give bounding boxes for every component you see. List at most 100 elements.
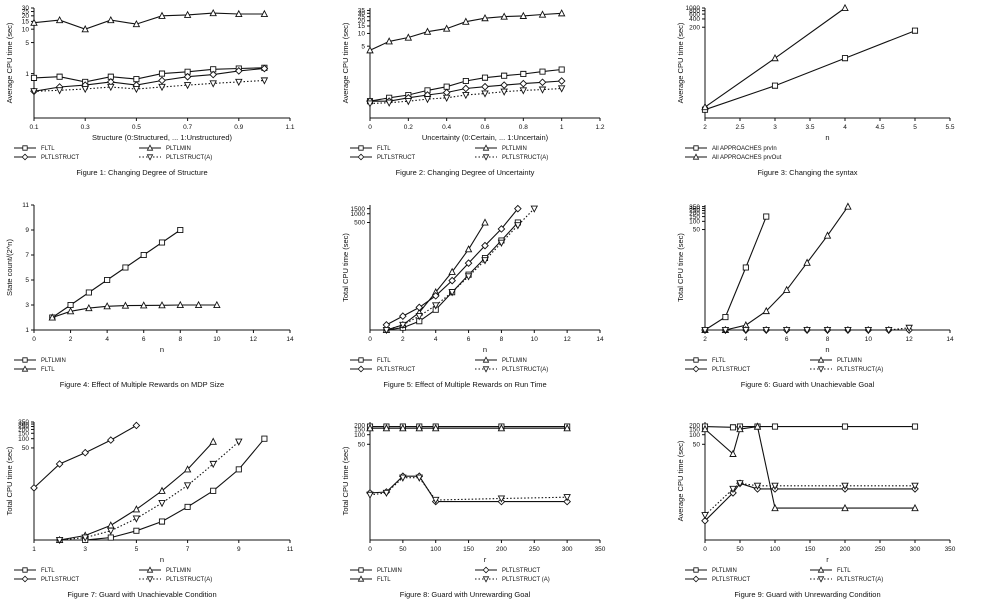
series-pltlstruct-a- (30, 77, 269, 96)
series-line (33, 67, 265, 83)
axis-lines (704, 205, 950, 331)
data-point (107, 521, 115, 529)
data-point (538, 10, 547, 18)
series-fltl (701, 422, 919, 512)
series-pltlmin (382, 218, 489, 334)
y-axis-label: Average CPU time (sec) (676, 22, 685, 103)
series-pltlmin (30, 8, 269, 33)
series-line (33, 425, 137, 489)
series-line (369, 477, 568, 501)
series-pltlmin (55, 437, 217, 544)
data-point (210, 66, 217, 73)
legend-label: PLTLSTRUCT(A) (837, 367, 883, 373)
data-point (158, 301, 166, 309)
data-point (563, 497, 571, 506)
series-pltlmin (701, 202, 852, 334)
data-point (260, 64, 269, 73)
data-point (209, 8, 217, 17)
x-tick-label: 1 (32, 546, 36, 553)
axis-lines (704, 8, 950, 119)
y-axis-label: Average CPU time (sec) (341, 22, 350, 103)
figure-caption: Figure 8: Guard with Unrewarding Goal (400, 590, 531, 599)
legend-label: PLTLMIN (377, 568, 402, 574)
legend-label: PLTLSTRUCT(A) (166, 155, 212, 161)
x-tick-label: 8 (826, 336, 830, 343)
x-tick-label: 4 (105, 336, 109, 343)
legend-marker (482, 144, 490, 151)
legend-marker (22, 357, 28, 363)
legend-label: FLTL (377, 358, 391, 364)
legend-label: All APPROACHES prvOut (712, 155, 782, 161)
data-point (885, 326, 893, 335)
x-axis-label: n (483, 345, 487, 354)
x-tick-label: 4.5 (875, 124, 884, 131)
x-tick-label: 6 (142, 336, 146, 343)
legend-label: PLTLMIN (502, 358, 527, 364)
data-point (771, 503, 779, 512)
series-line (386, 208, 519, 326)
data-point (519, 79, 528, 88)
data-point (107, 15, 115, 24)
x-tick-label: 2 (703, 336, 707, 343)
y-tick-label: 7 (25, 252, 29, 259)
data-point (771, 482, 779, 490)
x-tick-label: 10 (865, 336, 873, 343)
x-tick-label: 0.6 (480, 124, 489, 131)
data-point (132, 19, 141, 28)
y-tick-label: 600 (689, 11, 700, 18)
figure-caption: Figure 7: Guard with Unachievable Condit… (67, 590, 216, 599)
data-point (234, 67, 243, 75)
legend: FLTL PLTLMIN PLTLSTRUCT PLTLSTRUCT(A) (350, 356, 548, 373)
series-pltlstruct-a- (701, 480, 919, 520)
data-point (911, 423, 919, 430)
data-point (235, 466, 242, 473)
data-point (158, 499, 166, 508)
data-point (132, 85, 141, 94)
legend-marker (357, 365, 365, 373)
legend-marker (817, 356, 825, 363)
y-tick-label: 10 (22, 26, 30, 33)
figure-caption: Figure 5: Effect of Multiple Rewards on … (383, 380, 546, 389)
y-tick-label: 15 (22, 19, 30, 26)
data-point (132, 505, 141, 513)
data-point (399, 312, 407, 320)
data-point (448, 276, 456, 285)
data-point (782, 285, 791, 293)
series-pltlstruct (30, 421, 141, 492)
data-point (104, 276, 111, 284)
x-tick-label: 2 (69, 336, 73, 343)
data-point (366, 46, 374, 54)
data-point (56, 73, 63, 80)
legend-marker (817, 566, 825, 573)
y-tick-label: 150 (689, 214, 700, 221)
data-point (729, 449, 737, 457)
data-point (448, 267, 456, 275)
legend-label: FLTL (712, 358, 726, 364)
data-point (107, 534, 114, 541)
series-pltlstruct-a- (366, 474, 571, 505)
y-tick-label: 5 (25, 277, 29, 284)
data-point (183, 10, 192, 18)
legend-marker (146, 566, 154, 573)
y-tick-label: 200 (18, 427, 29, 434)
data-point (803, 326, 811, 335)
data-point (366, 100, 374, 108)
data-point (184, 503, 191, 510)
series-pltlstruct (382, 204, 522, 329)
data-point (530, 205, 539, 213)
y-tick-label: 500 (354, 220, 365, 227)
x-tick-label: 0.3 (81, 124, 90, 131)
data-point (30, 74, 38, 81)
data-point (481, 257, 489, 265)
data-point (423, 27, 432, 35)
series-fltl (366, 424, 571, 432)
legend: FLTL PLTLMIN PLTLSTRUCT PLTLSTRUCT(A) (14, 144, 212, 161)
data-point (538, 78, 547, 87)
data-point (415, 303, 424, 312)
legend-marker (482, 576, 490, 583)
y-tick-label: 150 (689, 426, 700, 433)
data-point (158, 76, 166, 85)
legend-marker (21, 153, 29, 161)
data-point (481, 218, 489, 226)
